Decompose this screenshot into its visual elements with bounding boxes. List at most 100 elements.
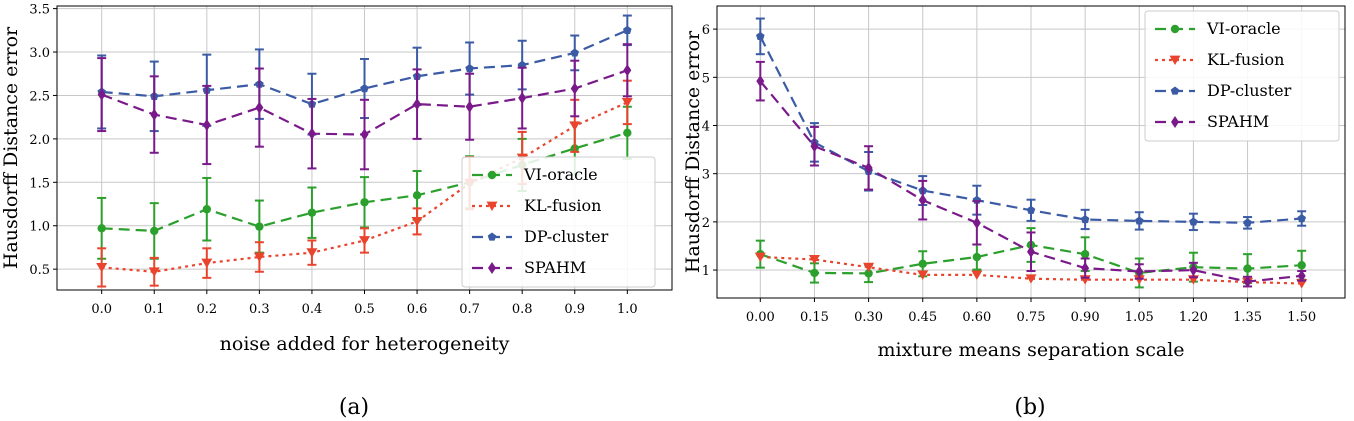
legend-entry: VI-oracle (472, 165, 598, 184)
x-tick-label: 1.35 (1233, 310, 1262, 325)
data-point (97, 224, 106, 233)
data-point (307, 127, 316, 140)
legend-entry: KL-fusion (1155, 50, 1284, 69)
data-point (307, 208, 317, 217)
data-point (1080, 249, 1090, 259)
data-point (810, 140, 819, 153)
x-tick-label: 0.00 (746, 310, 775, 325)
legend-marker (487, 170, 497, 180)
x-tick-label: 0.7 (459, 302, 480, 317)
data-point (465, 64, 474, 73)
legend-box (1144, 10, 1340, 142)
data-point (1297, 269, 1306, 282)
data-point (570, 48, 579, 57)
y-tick-label: 2.5 (29, 89, 50, 104)
y-tick-label: 1 (702, 264, 710, 279)
y-tick-label: 4 (702, 119, 710, 134)
data-point (97, 88, 106, 101)
x-axis-label: noise added for heterogeneity (220, 333, 510, 355)
x-tick-label: 0.4 (302, 302, 323, 317)
data-point (1081, 262, 1090, 275)
data-point (359, 236, 370, 246)
y-tick-label: 1.5 (29, 176, 50, 191)
y-tick-label: 0.5 (29, 263, 50, 278)
legend-box (461, 156, 656, 288)
y-tick-label: 6 (702, 23, 710, 38)
x-tick-label: 0.60 (962, 310, 991, 325)
y-tick-label: 5 (702, 71, 710, 86)
data-point (1135, 216, 1144, 225)
data-point (1243, 275, 1252, 288)
y-tick-label: 2 (702, 216, 710, 231)
data-point (864, 161, 873, 174)
x-tick-label: 0.30 (854, 310, 883, 325)
data-point (202, 205, 212, 214)
x-tick-label: 0.1 (144, 302, 165, 317)
x-tick-label: 0.75 (1017, 310, 1046, 325)
legend-marker (1171, 116, 1179, 128)
data-point (972, 216, 981, 229)
y-tick-label: 3 (702, 168, 710, 183)
data-point (150, 108, 159, 121)
data-point (412, 191, 422, 200)
y-axis-label: Hausdorff Distance error (0, 26, 22, 269)
legend-entry: SPAHM (472, 258, 586, 277)
data-point (255, 101, 264, 114)
data-point (1189, 264, 1198, 277)
x-axis-label: mixture means separation scale (877, 339, 1184, 361)
y-tick-label: 3.5 (29, 3, 50, 18)
legend-marker (486, 201, 498, 211)
data-point (1243, 264, 1252, 273)
legend-entry: VI-oracle (1155, 19, 1281, 38)
y-axis-label: Hausdorff Distance error (682, 30, 704, 273)
x-tick-label: 0.9 (564, 302, 585, 317)
legend-entry: DP-cluster (472, 227, 609, 246)
x-tick-label: 0.0 (91, 302, 112, 317)
data-point (808, 255, 820, 265)
data-point (864, 269, 873, 278)
data-point (917, 270, 929, 280)
legend-marker (1170, 86, 1180, 95)
data-point (863, 262, 875, 273)
x-tick-label: 1.05 (1125, 310, 1154, 325)
data-point (971, 270, 983, 280)
data-point (623, 64, 632, 77)
legend: VI-oracle KL-fusion DP-cluster SPAHM (461, 156, 656, 288)
legend-label: SPAHM (524, 258, 586, 277)
legend-entry: SPAHM (1155, 112, 1269, 131)
data-point (518, 92, 527, 105)
figure-caption: (a) (339, 395, 369, 420)
data-point (1243, 218, 1252, 227)
data-point (1026, 205, 1036, 214)
data-point (96, 263, 108, 273)
data-point (253, 252, 265, 262)
data-point (623, 25, 632, 34)
chart-a: 0.0 0.1 0.2 0.3 0.4 0.5 0.6 0.7 0.8 0.9 1.0 0.5 1.0 1… (0, 3, 673, 420)
y-tick-label: 1.0 (29, 220, 50, 235)
data-point (360, 198, 369, 207)
data-point (1080, 215, 1090, 224)
data-point (360, 84, 369, 93)
legend: VI-oracle KL-fusion DP-cluster SPAHM (1144, 10, 1340, 142)
figure-caption: (b) (1014, 395, 1045, 420)
data-point (754, 252, 766, 262)
data-point (756, 31, 765, 40)
data-point (148, 267, 160, 277)
legend-marker (1169, 55, 1181, 65)
data-point (1297, 261, 1306, 270)
series-line (101, 29, 628, 106)
y-tick-label: 3.0 (29, 46, 50, 61)
data-point (1027, 245, 1035, 258)
legend-marker (1170, 24, 1180, 34)
data-point (1297, 214, 1306, 223)
data-point (1133, 275, 1145, 285)
x-tick-label: 1.50 (1287, 310, 1316, 325)
data-point (1189, 217, 1198, 226)
data-point (918, 194, 927, 207)
data-point (413, 98, 422, 111)
legend-label: KL-fusion (524, 196, 601, 215)
data-point (570, 82, 579, 95)
x-tick-label: 0.90 (1071, 310, 1100, 325)
legend-label: SPAHM (1207, 112, 1269, 131)
